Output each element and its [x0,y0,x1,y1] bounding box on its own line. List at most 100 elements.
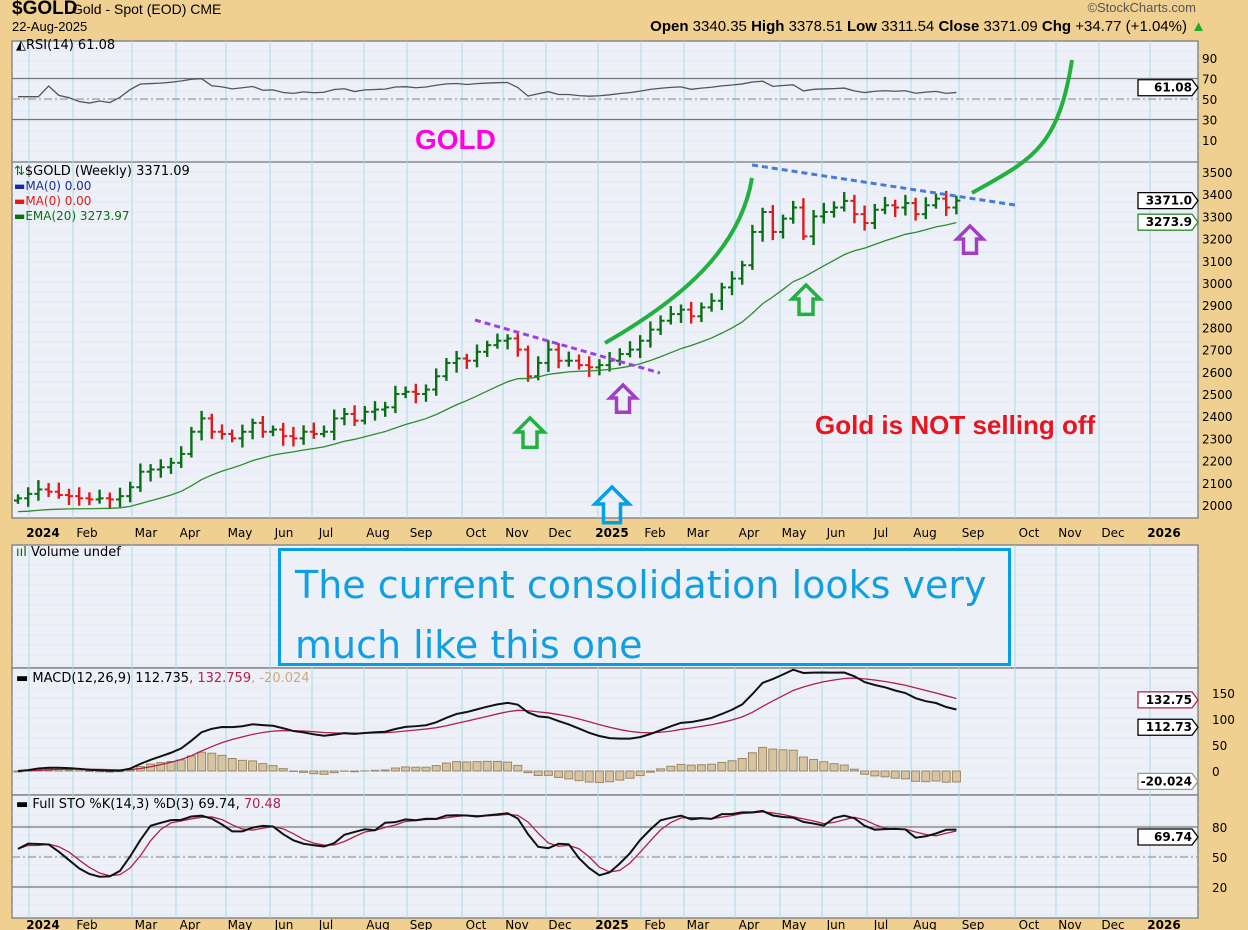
symbol: $GOLD [12,0,78,19]
macd-hist-bar [798,756,808,772]
low-value: 3311.54 [881,18,935,35]
macd-hist-tag: -20.024 [1141,774,1192,788]
rsi-icon: ◭ [16,38,26,53]
macd-hist-bar [248,760,258,772]
y-tick-label: 3500 [1202,166,1233,180]
x-tick-label-bottom: Aug [366,918,389,930]
macd-hist-bar [758,746,768,772]
y-tick-label: 2400 [1202,410,1233,424]
macd-hist-bar [574,770,584,782]
rsi-line [18,78,957,104]
purple-up-arrow-icon [605,382,641,415]
macd-hist-bar [319,770,329,775]
macd-hist-bar [564,770,574,780]
x-tick-label-bottom: Jul [873,918,888,930]
macd-hist-bar [543,770,553,776]
panel-0 [11,40,1199,163]
macd-hist-bar [401,766,411,772]
macd-hist-bar [166,760,176,772]
y-tick-label: 3000 [1202,277,1233,291]
x-tick-label: Jul [318,526,333,540]
macd-hist-bar [554,770,564,778]
low-label: Low [846,18,877,35]
x-tick-label-bottom: Dec [1101,918,1124,930]
macd-hist-bar [931,770,941,782]
macd-hist-bar [176,759,186,772]
ma2-legend: ▬MA(0) 0.00 [14,194,92,208]
rsi-tag-box [1137,79,1199,97]
x-tick-label: May [228,526,253,540]
x-tick-label: May [782,526,807,540]
rsi-label: RSI(14) 61.08 [26,38,116,53]
macd-hist-bar [380,769,390,772]
green-up-arrow-icon [511,415,549,450]
macd-hist-bar [625,770,635,779]
gold-annotation: GOLD [415,124,496,155]
ma1-text: MA(0) 0.00 [25,179,92,193]
x-tick-label-bottom: May [782,918,807,930]
y-tick-label: 2500 [1202,388,1233,402]
price-title-text: $GOLD (Weekly) 3371.09 [24,164,190,179]
macd-hist-bar [778,749,788,772]
x-tick-label-bottom: 2024 [26,918,59,930]
y-tick-label: 2100 [1202,477,1233,491]
macd-hist-bar [513,764,523,772]
macd-hist-bar [941,770,951,783]
macd-line [17,668,957,772]
x-tick-label-bottom: Nov [1058,918,1081,930]
macd-hist-bar [350,770,360,773]
ema-line [17,222,957,513]
macd-hist-bar [819,761,829,772]
not-selling-annotation: Gold is NOT selling off [815,410,1096,440]
macd-hist-bar [707,763,717,772]
sto-k-line [17,809,957,878]
ema-tag-box [1137,213,1199,231]
x-tick-label: Apr [180,526,201,540]
macd-hist-tag-box [1137,772,1199,791]
x-tick-label-bottom: Apr [739,918,760,930]
sto-d: 70.48 [239,797,282,812]
macd-hist-bar [645,770,655,773]
exchange: CME [190,1,222,17]
x-tick-label: Jun [826,526,846,540]
x-tick-label: Feb [76,526,97,540]
blue-trendline [751,163,1016,207]
macd-hist-bar [370,769,380,772]
macd-hist-bar [849,768,859,772]
volume-legend: ııl Volume undef [16,545,121,560]
rsi-tick: 50 [1202,93,1217,107]
bars-icon: ⇅ [14,164,25,179]
macd-hist-bar [411,766,421,772]
callout-box: The current consolidation looks very muc… [278,548,1011,667]
macd-hist-bar [829,763,839,772]
macd-hist-bar [227,758,237,772]
ema-text: EMA(20) 3273.97 [25,209,130,223]
macd-label: MACD(12,26,9) [32,671,132,686]
macd-hist-bar [594,770,604,783]
x-tick-label: 2024 [26,526,59,540]
brand-logo: ©StockCharts.com [1087,0,1196,15]
ema-tag: 3273.9 [1146,215,1192,229]
macd-hist-bar [278,768,288,772]
y-tick-label: 2200 [1202,455,1233,469]
macd-hist-bar [809,759,819,772]
x-tick-label-bottom: Mar [687,918,710,930]
macd-hist-bar [686,764,696,772]
rsi-tag: 61.08 [1154,81,1192,95]
y-tick-label: 3200 [1202,233,1233,247]
macd-hist-bar [156,762,166,772]
macd-hist-bar [533,770,543,777]
macd-tag: 112.73 [1146,720,1192,734]
purple-trendline [474,318,661,375]
panel-3 [11,667,1199,796]
x-tick-label: Feb [644,526,665,540]
x-tick-label-bottom: 2025 [595,918,628,930]
x-tick-label-bottom: 2026 [1147,918,1180,930]
y-tick-label: 2800 [1202,321,1233,335]
macd-hist-bar [666,765,676,772]
green-curve [604,177,754,345]
x-tick-label: Oct [1019,526,1040,540]
y-tick-label: 3100 [1202,255,1233,269]
x-tick-label-bottom: Sep [410,918,433,930]
